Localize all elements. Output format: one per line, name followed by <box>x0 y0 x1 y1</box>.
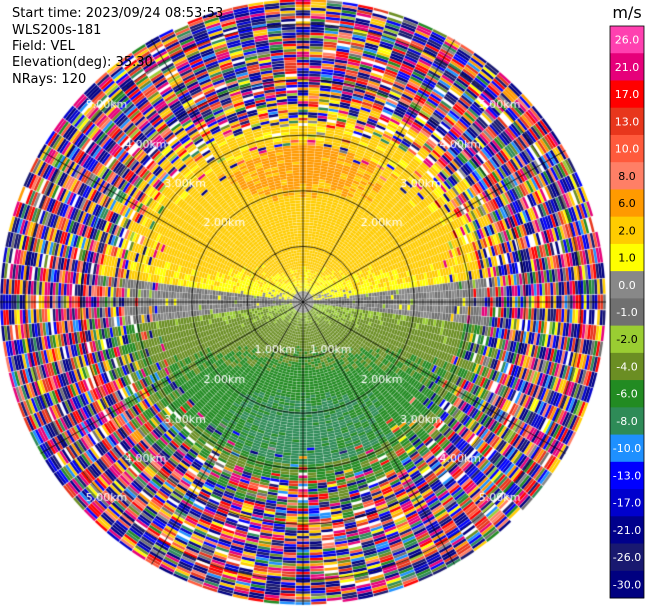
colorbar-tick-label: 13.0 <box>615 115 640 128</box>
colorbar-swatch <box>610 543 644 572</box>
colorbar-tick-label: 21.0 <box>615 61 640 74</box>
colorbar-swatch <box>610 461 644 490</box>
start-time-label: Start time: 2023/09/24 08:53:53 <box>12 6 224 21</box>
colorbar-frame <box>609 25 645 599</box>
colorbar-tick-label: 6.0 <box>618 197 636 210</box>
colorbar-swatch <box>610 325 644 354</box>
colorbar-swatch <box>610 570 644 599</box>
colorbar-swatch <box>610 434 644 463</box>
colorbar-tick-label: -6.0 <box>616 388 637 401</box>
field-label: Field: VEL <box>12 39 75 54</box>
colorbar-swatch <box>610 489 644 517</box>
colorbar-tick-label: 2.0 <box>618 224 636 237</box>
colorbar-swatch <box>610 53 644 81</box>
colorbar-swatch <box>610 162 644 190</box>
colorbar-tick-label: -10.0 <box>613 442 641 455</box>
instrument-label: WLS200s-181 <box>12 23 102 38</box>
colorbar-tick-label: -1.0 <box>616 306 637 319</box>
colorbar-tick-label: -2.0 <box>616 333 637 346</box>
colorbar-swatch <box>610 407 644 436</box>
colorbar-tick-label: -30.0 <box>613 578 641 591</box>
colorbar-swatch <box>610 380 644 408</box>
colorbar-tick-label: 17.0 <box>615 88 640 101</box>
colorbar-swatch <box>610 189 644 218</box>
colorbar-tick-label: 8.0 <box>618 170 636 183</box>
colorbar-swatch <box>610 271 644 299</box>
colorbar-swatch <box>610 216 644 245</box>
colorbar-tick-label: -17.0 <box>613 497 641 510</box>
colorbar-swatch <box>610 134 644 163</box>
colorbar-tick-label: 10.0 <box>615 143 640 156</box>
colorbar-swatch <box>610 26 644 54</box>
nrays-label: NRays: 120 <box>12 72 87 87</box>
colorbar-unit-label: m/s <box>612 3 641 22</box>
colorbar-tick-label: 26.0 <box>615 34 640 47</box>
colorbar-tick-label: 0.0 <box>618 279 636 292</box>
colorbar-swatch <box>610 107 644 136</box>
colorbar-swatch <box>610 298 644 327</box>
colorbar-tick-label: -13.0 <box>613 469 641 482</box>
colorbar-swatch <box>610 243 644 272</box>
colorbar-swatch <box>610 80 644 109</box>
colorbar-swatch <box>610 516 644 545</box>
colorbar-swatch <box>610 352 644 381</box>
colorbar-tick-label: -4.0 <box>616 360 637 373</box>
colorbar-tick-label: 1.0 <box>618 252 636 265</box>
colorbar-tick-label: -26.0 <box>613 551 641 564</box>
colorbar-tick-label: -8.0 <box>616 415 637 428</box>
colorbar-tick-label: -21.0 <box>613 524 641 537</box>
elevation-label: Elevation(deg): 35.30 <box>12 55 153 70</box>
